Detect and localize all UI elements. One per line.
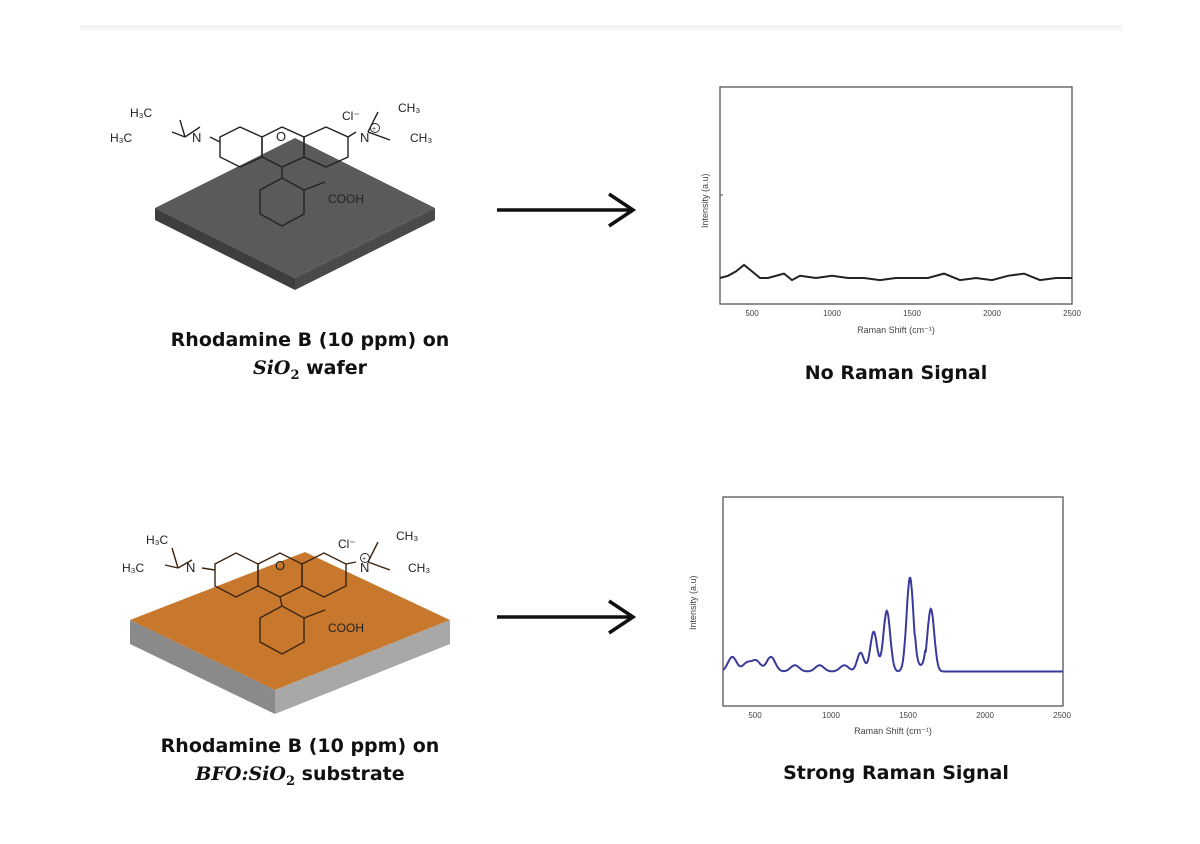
mol-oxygen: O	[275, 558, 285, 573]
mol-plus: +	[362, 556, 366, 563]
right-arrow-icon	[497, 599, 637, 635]
chart1-xtick: 1000	[823, 309, 841, 318]
mol-n-right: N	[360, 130, 369, 145]
math-bfo: BFO	[195, 763, 242, 785]
raman-chart-no-signal	[719, 86, 1073, 305]
chart1-xlabel: Raman Shift (cm⁻¹)	[857, 325, 935, 335]
chart2-xtick: 1000	[822, 711, 840, 720]
chart1-xtick: 2500	[1063, 309, 1081, 318]
caption-suffix: wafer	[299, 357, 368, 379]
mol-right-top: CH₃	[396, 529, 418, 543]
math-colon: :	[241, 763, 249, 785]
chart1-xtick: 500	[745, 309, 759, 318]
mol-right-top: CH₃	[398, 101, 420, 115]
mol-right-bottom: CH₃	[410, 131, 432, 145]
mol-chloride: Cl⁻	[338, 537, 356, 551]
bfo-sio2-substrate-illustration: H₃C H₃C N O Cl⁻ + N CH₃ CH₃ COOH	[122, 529, 450, 714]
chart2-ylabel: Intensity (a.u)	[688, 575, 698, 630]
chart1-xtick: 1500	[903, 309, 921, 318]
result-label-strong-signal: Strong Raman Signal	[783, 762, 1009, 784]
math-sio: SiO	[248, 763, 286, 785]
top-divider	[80, 25, 1122, 31]
right-arrow-icon	[497, 192, 637, 228]
mol-n-right: N	[360, 560, 369, 575]
chart2-xtick: 500	[748, 711, 762, 720]
math-sub: 2	[290, 367, 300, 383]
chart2-xtick: 2000	[976, 711, 994, 720]
chart1-xtick: 2000	[983, 309, 1001, 318]
mol-left-bottom: H₃C	[110, 131, 133, 145]
raman-chart-strong-signal	[722, 496, 1064, 707]
mol-oxygen: O	[276, 129, 286, 144]
sio2-caption: Rhodamine B (10 ppm) on SiO2 wafer	[150, 326, 470, 390]
mol-right-bottom: CH₃	[408, 561, 430, 575]
mol-plus: +	[372, 126, 376, 133]
math-sio: SiO	[252, 357, 291, 379]
mol-chloride: Cl⁻	[342, 109, 360, 123]
result-label-no-signal: No Raman Signal	[804, 362, 988, 384]
mol-left-top: H₃C	[146, 533, 169, 547]
math-sub: 2	[285, 773, 296, 789]
chart2-xtick: 2500	[1053, 711, 1071, 720]
mol-acid: COOH	[328, 621, 364, 635]
sio2-wafer-illustration: H₃C H₃C N O Cl⁻ + N CH₃ CH₃ COOH	[110, 101, 435, 290]
rhodamine-b-molecule	[164, 541, 391, 655]
caption-suffix: substrate	[295, 763, 405, 785]
mol-n-left: N	[192, 130, 201, 145]
mol-acid: COOH	[328, 192, 364, 206]
chart2-xtick: 1500	[899, 711, 917, 720]
caption-line1: Rhodamine B (10 ppm) on	[160, 735, 440, 757]
mol-n-left: N	[186, 560, 195, 575]
bfo-sio2-caption: Rhodamine B (10 ppm) on BFO:SiO2 substra…	[140, 732, 460, 796]
chart2-xlabel: Raman Shift (cm⁻¹)	[854, 726, 932, 736]
chart1-ylabel: Intensity (a.u)	[700, 173, 710, 228]
caption-line2: BFO:SiO2 substrate	[140, 760, 460, 796]
mol-left-bottom: H₃C	[122, 561, 145, 575]
mol-left-top: H₃C	[130, 106, 153, 120]
caption-line2: SiO2 wafer	[150, 354, 470, 390]
rhodamine-b-molecule	[171, 111, 391, 227]
caption-line1: Rhodamine B (10 ppm) on	[170, 329, 450, 351]
